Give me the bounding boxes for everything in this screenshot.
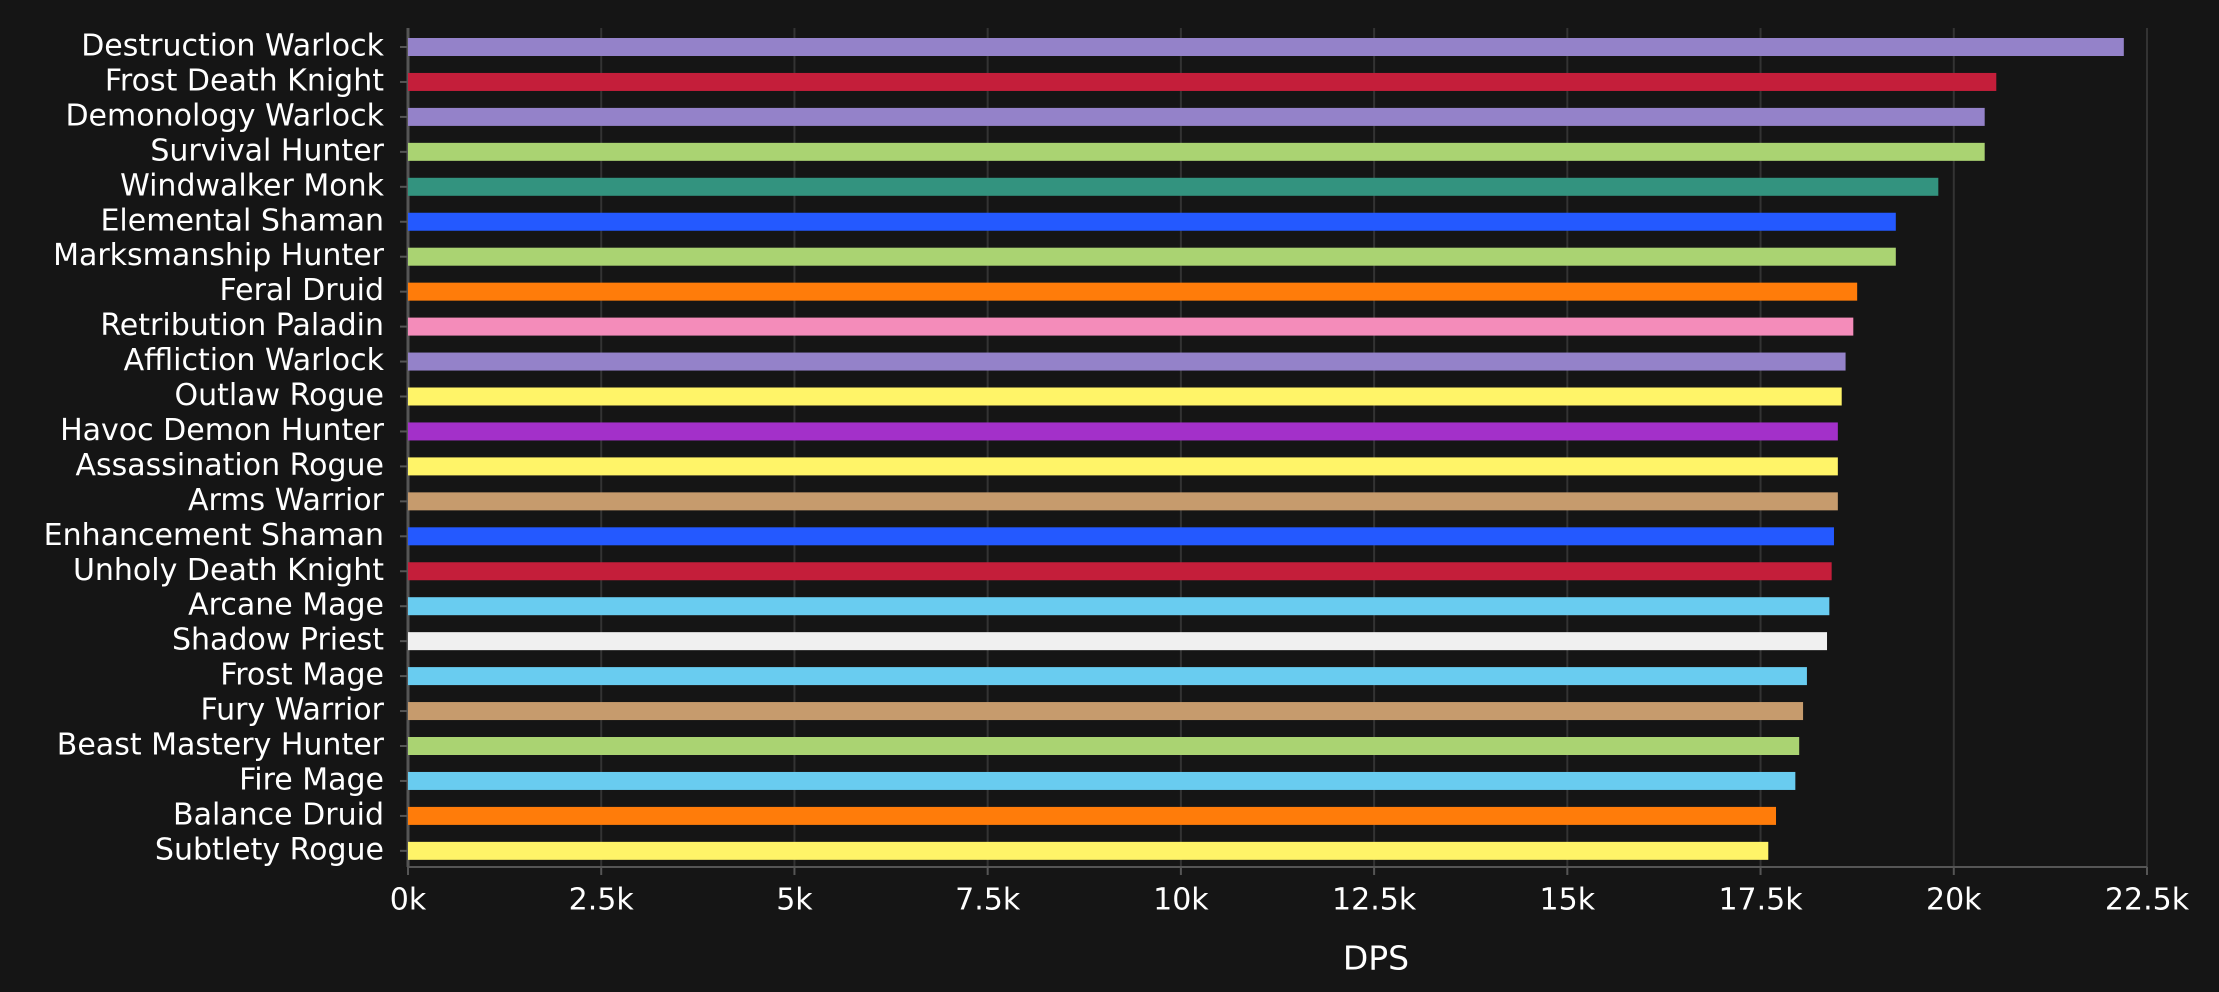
y-tick-label: Enhancement Shaman	[44, 518, 384, 553]
y-tick-label: Outlaw Rogue	[174, 378, 384, 413]
y-tick-label: Destruction Warlock	[81, 29, 384, 64]
y-tick-label: Frost Mage	[220, 658, 384, 693]
x-axis-title: DPS	[1343, 939, 1409, 978]
bar	[408, 212, 1896, 231]
y-tick-label: Frost Death Knight	[105, 63, 384, 98]
x-tick-label: 0k	[390, 883, 427, 918]
bar	[408, 317, 1854, 336]
bar	[408, 527, 1834, 546]
bar	[408, 737, 1800, 755]
y-tick-label: Survival Hunter	[150, 133, 384, 168]
bar	[408, 771, 1796, 790]
bar	[408, 632, 1828, 651]
bar	[408, 422, 1838, 441]
bar	[408, 72, 1997, 91]
x-tick-label: 15k	[1540, 883, 1596, 918]
bar	[408, 247, 1896, 266]
bar	[408, 806, 1777, 825]
x-tick-label: 2.5k	[569, 883, 635, 918]
y-tick-label: Havoc Demon Hunter	[60, 413, 385, 448]
y-tick-label: Beast Mastery Hunter	[57, 728, 385, 763]
y-tick-label: Fire Mage	[239, 762, 384, 797]
bar	[408, 38, 2124, 56]
bar	[408, 107, 1985, 126]
bar	[408, 457, 1838, 476]
bar	[408, 387, 1842, 406]
bar	[408, 282, 1858, 301]
y-tick-label: Balance Druid	[173, 797, 384, 832]
y-tick-label: Elemental Shaman	[100, 203, 384, 238]
y-tick-label: Affliction Warlock	[124, 343, 385, 378]
y-tick-label: Arcane Mage	[188, 588, 384, 623]
bar	[408, 492, 1838, 511]
y-tick-label: Unholy Death Knight	[73, 553, 384, 588]
x-tick-label: 20k	[1926, 883, 1982, 918]
bar	[408, 352, 1846, 371]
y-tick-label: Demonology Warlock	[65, 98, 384, 133]
bar	[408, 177, 1939, 196]
y-tick-label: Retribution Paladin	[100, 308, 384, 343]
bar	[408, 142, 1985, 161]
y-tick-label: Subtlety Rogue	[155, 832, 384, 867]
y-tick-label: Assassination Rogue	[75, 448, 384, 483]
y-tick-label: Feral Druid	[220, 273, 385, 308]
y-tick-label: Arms Warrior	[188, 483, 385, 518]
x-tick-label: 22.5k	[2105, 883, 2190, 918]
y-tick-label: Fury Warrior	[200, 693, 384, 728]
bar	[408, 702, 1804, 721]
y-tick-label: Shadow Priest	[172, 623, 384, 658]
bar	[408, 841, 1769, 860]
bar	[408, 562, 1832, 581]
x-tick-label: 10k	[1153, 883, 1209, 918]
x-tick-label: 17.5k	[1718, 883, 1803, 918]
x-tick-label: 12.5k	[1332, 883, 1417, 918]
x-tick-label: 5k	[776, 883, 813, 918]
x-tick-label: 7.5k	[955, 883, 1021, 918]
bar	[408, 597, 1830, 616]
bar	[408, 667, 1807, 686]
y-tick-label: Marksmanship Hunter	[53, 238, 385, 273]
y-tick-label: Windwalker Monk	[120, 168, 385, 203]
